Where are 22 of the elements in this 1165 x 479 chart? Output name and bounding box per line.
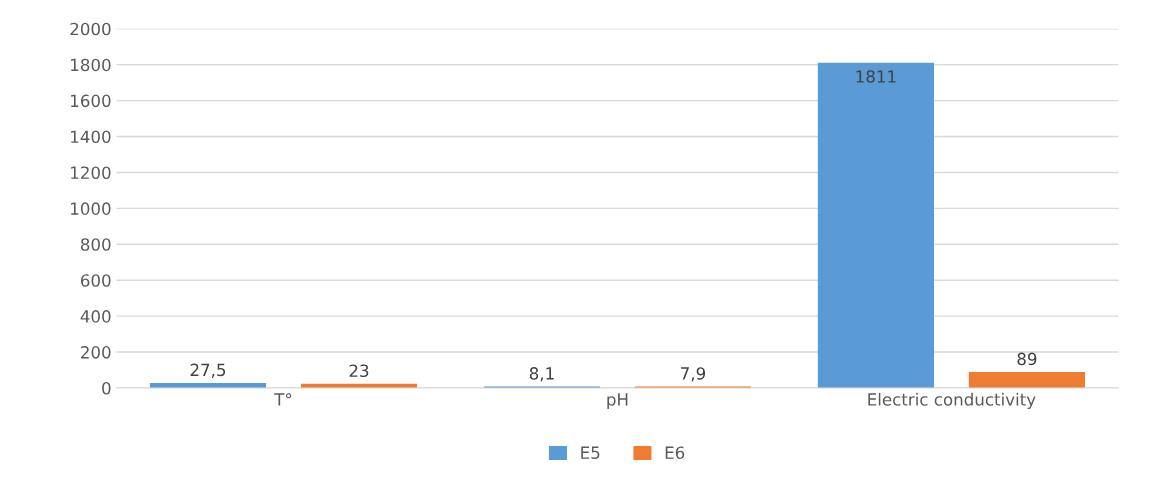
y-tick-label: 2000 <box>70 22 111 36</box>
data-label: 8,1 <box>529 367 554 382</box>
data-label: 7,9 <box>681 367 706 382</box>
y-tick-label: 1400 <box>71 130 111 144</box>
y-tick-label: 1800 <box>71 58 111 72</box>
legend-label: E6 <box>665 446 685 459</box>
data-label: 27,5 <box>190 363 226 378</box>
y-tick-label: 800 <box>80 238 111 251</box>
x-tick-label: T° <box>274 393 292 406</box>
y-tick-label: 0 <box>102 381 111 395</box>
y-tick-label: 1600 <box>71 94 111 108</box>
data-label: 1811 <box>856 70 896 83</box>
y-tick-label: 1200 <box>71 166 111 180</box>
y-tick-label: 600 <box>80 274 111 287</box>
y-tick-label: 200 <box>81 346 111 359</box>
x-tick-label: pH <box>607 393 628 409</box>
data-label: 89 <box>1017 352 1037 366</box>
x-tick-label: Electric conductivity <box>868 392 1036 409</box>
data-label: 23 <box>349 364 369 378</box>
legend-label: E5 <box>581 446 600 459</box>
y-tick-label: 1000 <box>71 202 111 215</box>
y-tick-label: 400 <box>80 310 111 323</box>
